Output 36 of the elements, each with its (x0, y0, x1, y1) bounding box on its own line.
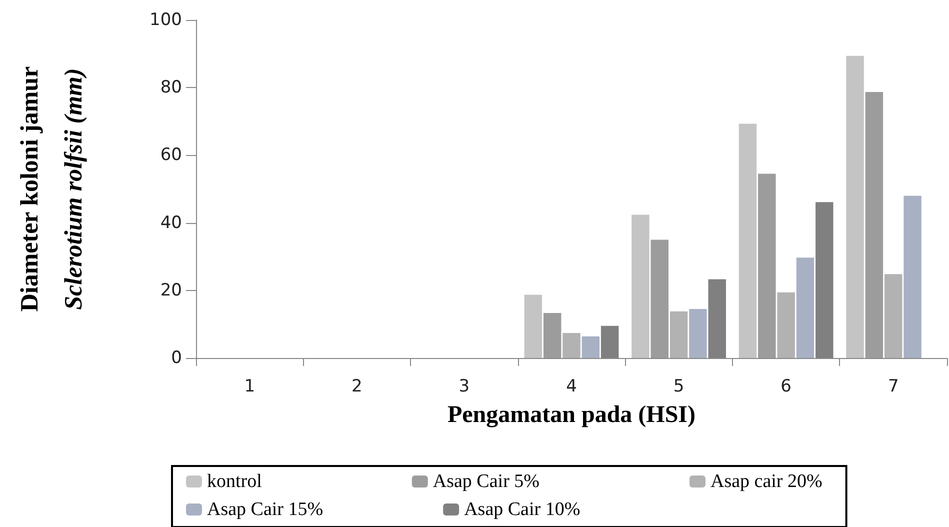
y-tick-label: 80 (160, 78, 182, 98)
y-tick-label: 0 (171, 348, 182, 368)
x-axis-title: Pengamatan pada (HSI) (447, 402, 696, 428)
bar (650, 240, 668, 358)
bar (632, 214, 650, 358)
bar (543, 313, 562, 358)
x-tick-label: 5 (673, 376, 684, 396)
y-axis-title: Diameter koloni jamur Sclerotium rolfsii (mm) (16, 66, 88, 312)
bar (796, 258, 814, 358)
legend-label: Asap Cair 15% (207, 499, 324, 520)
bar (670, 311, 688, 358)
x-tick-label: 6 (780, 376, 792, 396)
x-tick-label: 3 (458, 376, 470, 396)
bar (582, 336, 600, 358)
legend-label: kontrol (207, 471, 262, 492)
x-tick-label: 7 (888, 376, 899, 396)
y-tick-label: 60 (160, 145, 182, 166)
x-tick-label: 4 (566, 376, 577, 396)
x-tick-label: 2 (352, 376, 362, 396)
bar (865, 92, 884, 358)
bar (904, 196, 922, 358)
bar (738, 124, 757, 358)
y-tick-label: 100 (150, 10, 182, 30)
legend-label: Asap Cair 5% (432, 471, 540, 492)
bar (846, 56, 864, 358)
bar (777, 292, 795, 358)
bar (524, 294, 542, 358)
y-tick-label: 40 (160, 212, 182, 233)
bar (689, 308, 707, 358)
x-tick-label: 1 (244, 376, 256, 396)
legend-label: Asap cair 20% (710, 471, 822, 492)
bar (758, 174, 776, 358)
legend-label: Asap Cair 10% (464, 499, 580, 520)
bar (884, 274, 902, 358)
y-tick-label: 20 (160, 280, 182, 300)
bar (562, 332, 580, 358)
